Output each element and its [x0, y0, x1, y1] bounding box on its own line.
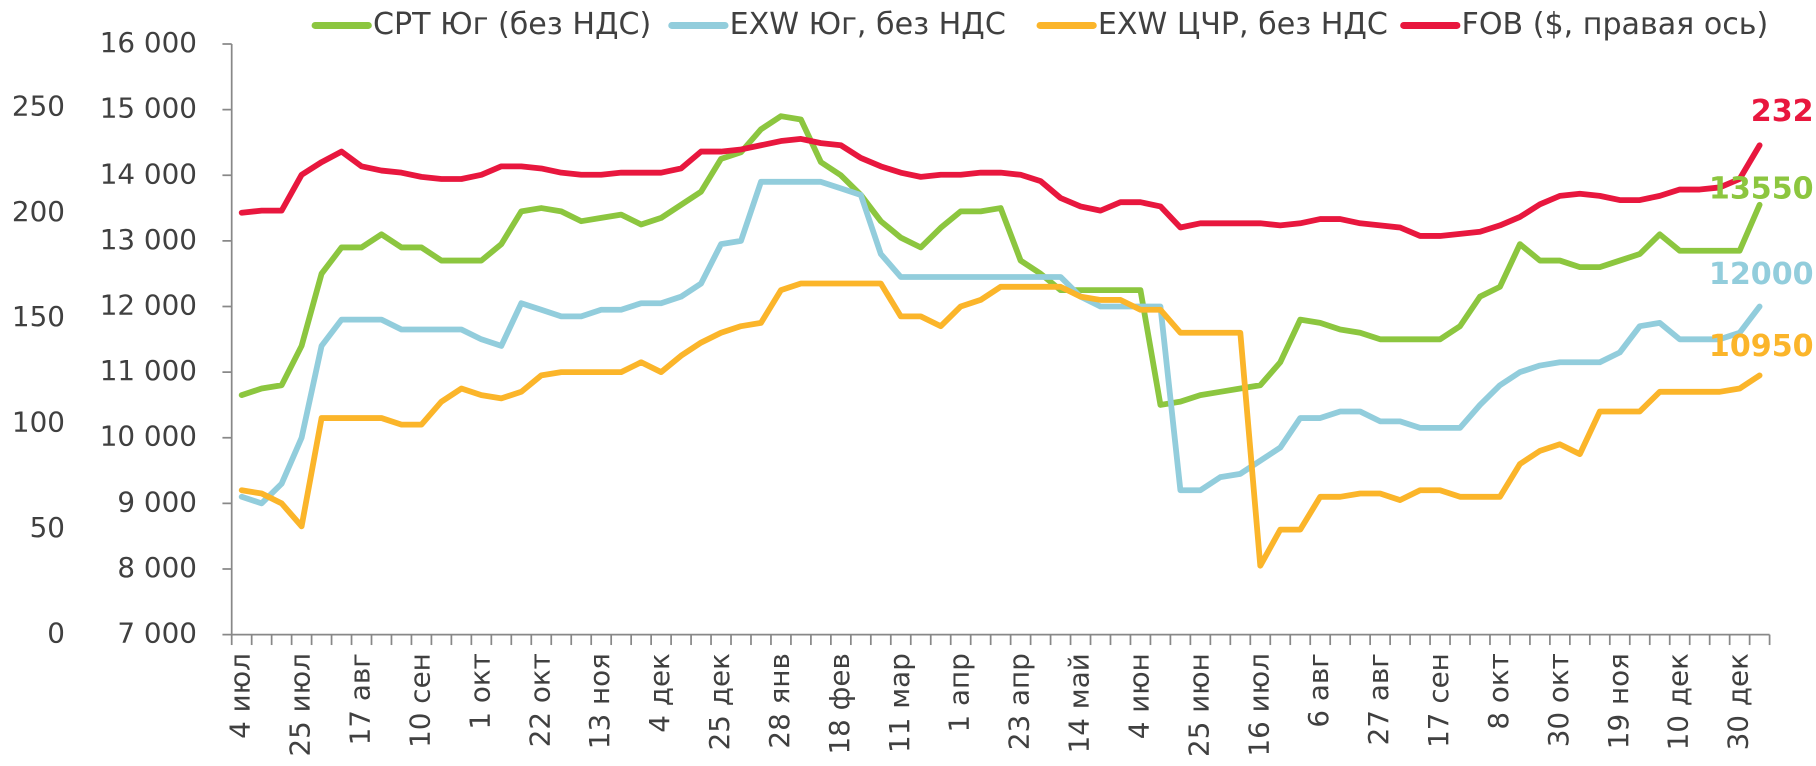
x-tick-label: 14 май — [1063, 653, 1096, 753]
x-tick-label: 10 сен — [403, 653, 436, 748]
end-value-label: 10950 — [1709, 329, 1814, 364]
x-tick-label: 28 янв — [763, 653, 796, 748]
y-tick-label: 12 000 — [100, 288, 197, 321]
x-tick-label: 4 июл — [224, 653, 257, 739]
x-tick-label: 19 ноя — [1602, 653, 1635, 749]
x-tick-label: 30 окт — [1542, 653, 1575, 747]
x-tick-label: 23 апр — [1003, 653, 1036, 750]
y2-tick-label: 150 — [12, 300, 65, 333]
series-line — [238, 113, 1763, 408]
legend-label: EXW Юг, без НДС — [730, 7, 1006, 42]
x-tick-label: 17 сен — [1422, 653, 1455, 748]
x-tick-label: 30 дек — [1722, 653, 1755, 750]
legend-label: FOB ($, правая ось) — [1462, 7, 1769, 42]
end-value-label: 13550 — [1709, 171, 1814, 206]
x-tick-label: 27 авг — [1362, 653, 1395, 745]
y2-tick-label: 0 — [47, 617, 65, 650]
legend-label: EXW ЦЧР, без НДС — [1098, 7, 1388, 42]
series-line — [238, 178, 1763, 507]
y2-tick-label: 50 — [30, 511, 65, 544]
x-tick-label: 1 апр — [943, 653, 976, 732]
series-line — [238, 280, 1763, 569]
y-tick-label: 7 000 — [117, 617, 197, 650]
x-tick-label: 4 дек — [643, 653, 676, 733]
x-tick-label: 6 авг — [1302, 653, 1335, 728]
x-tick-label: 17 авг — [344, 653, 377, 745]
y-tick-label: 10 000 — [100, 420, 197, 453]
x-tick-label: 8 окт — [1482, 653, 1515, 729]
y-tick-label: 13 000 — [100, 223, 197, 256]
x-tick-label: 25 дек — [703, 653, 736, 750]
end-value-label: 12000 — [1709, 257, 1814, 292]
y-tick-label: 14 000 — [100, 157, 197, 190]
y2-tick-label: 100 — [12, 406, 65, 439]
y2-tick-label: 200 — [12, 195, 65, 228]
x-tick-label: 25 июл — [284, 653, 317, 756]
x-tick-label: 11 мар — [883, 653, 916, 753]
x-tick-label: 18 фев — [823, 653, 856, 754]
x-tick-label: 1 окт — [463, 653, 496, 729]
x-tick-label: 4 июн — [1122, 653, 1155, 739]
series-line — [238, 136, 1763, 239]
y2-tick-label: 250 — [12, 89, 65, 122]
y-tick-label: 15 000 — [100, 92, 197, 125]
y-tick-label: 9 000 — [117, 485, 197, 518]
x-tick-label: 16 июл — [1242, 653, 1275, 756]
y-tick-label: 11 000 — [100, 354, 197, 387]
y-tick-label: 8 000 — [117, 551, 197, 584]
x-tick-label: 10 дек — [1662, 653, 1695, 750]
x-tick-label: 13 ноя — [583, 653, 616, 749]
end-value-label: 232 — [1751, 94, 1814, 129]
x-tick-label: 25 июн — [1182, 653, 1215, 757]
y-tick-label: 16 000 — [100, 26, 197, 59]
legend-label: CPT Юг (без НДС) — [373, 7, 651, 42]
x-tick-label: 22 окт — [523, 653, 556, 747]
